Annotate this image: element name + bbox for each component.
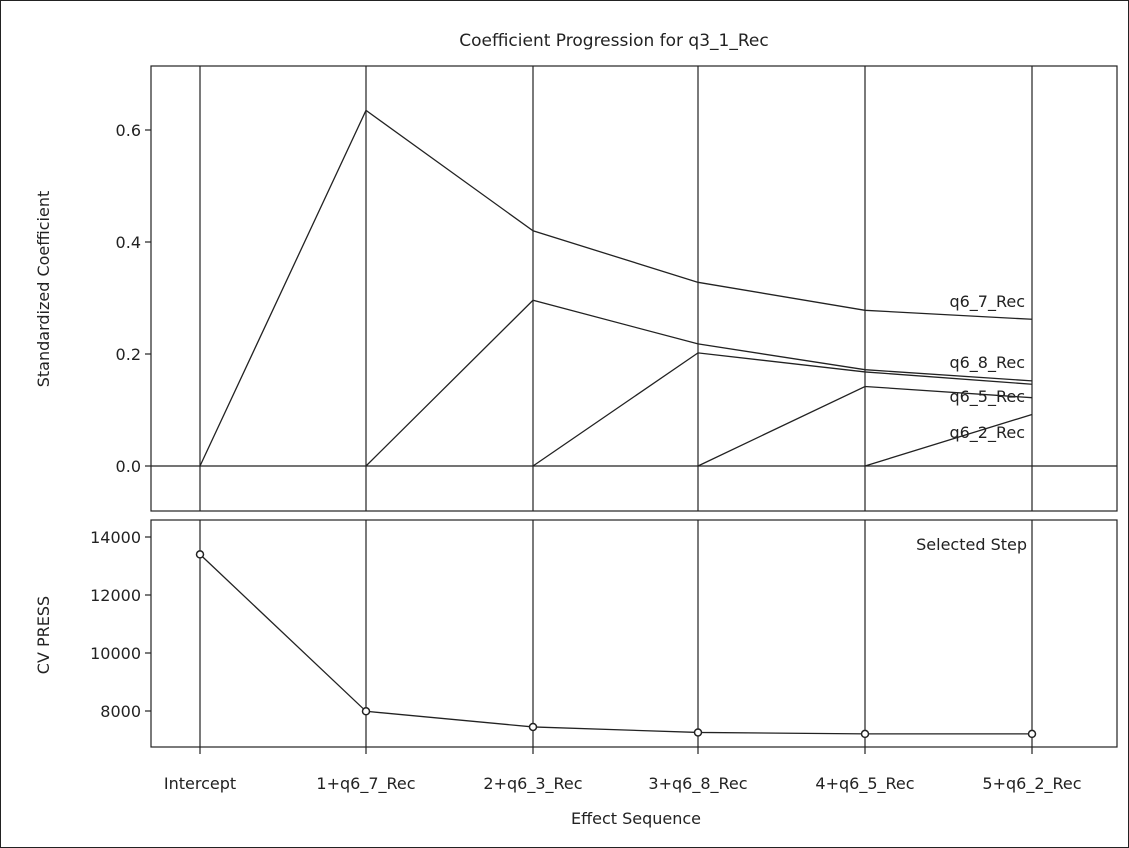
chart-title: Coefficient Progression for q3_1_Rec	[459, 31, 768, 51]
coefficient-series-line-q6-2-rec	[864, 413, 1033, 467]
coefficient-series-labels: q6_7_Rec q6_8_Rec q6_5_Rec q6_2_Rec	[949, 292, 1025, 443]
x-tick-label: 2+q6_3_Rec	[483, 774, 582, 794]
cv-press-point	[860, 729, 870, 739]
coefficient-y-axis-label: Standardized Coefficient	[34, 191, 53, 388]
coefficient-panel: 0.00.20.40.6 q6_7_Recq6_8_Recq6_5_Recq6_…	[34, 65, 1118, 512]
coefficient-y-tick-label: 0.6	[116, 121, 141, 140]
cv-press-point	[1027, 729, 1037, 739]
cv-press-panel: 8000 10000 12000 14000 Selected Step CV PRE…	[34, 519, 1118, 828]
cv-press-point	[361, 707, 371, 716]
cv-press-panel-frame	[150, 519, 1118, 748]
x-tick-label: Intercept	[164, 774, 236, 793]
cv-press-point	[195, 550, 205, 559]
coefficient-series-line-q6-8-rec	[532, 352, 1033, 467]
x-tick-label: 3+q6_8_Rec	[648, 774, 747, 794]
cv-press-y-tick-label: 10000	[90, 644, 141, 663]
cv-press-line	[199, 553, 1032, 735]
x-tick-label: 4+q6_5_Rec	[815, 774, 914, 794]
x-tick-label: 5+q6_2_Rec	[982, 774, 1081, 794]
series-label-q6-7-rec: q6_7_Rec	[949, 292, 1025, 312]
coefficient-y-tick-label: 0.0	[116, 457, 141, 476]
series-label-q6-5-rec: q6_5_Rec	[949, 387, 1025, 407]
series-label-q6-2-rec: q6_2_Rec	[949, 423, 1025, 443]
cv-press-point	[693, 728, 703, 737]
selected-step-annotation: Selected Step	[916, 535, 1027, 554]
coefficient-series	[199, 109, 1033, 467]
coefficient-series-line-q6-7-rec	[199, 109, 1033, 467]
coefficient-panel-step-lines	[199, 66, 1033, 511]
cv-press-y-axis-label: CV PRESS	[34, 596, 53, 674]
cv-press-series	[195, 550, 1037, 739]
series-label-q6-8-rec: q6_8_Rec	[949, 353, 1025, 373]
coefficient-series-line-q6-3-rec	[365, 299, 1033, 467]
cv-press-y-tick-label: 8000	[100, 702, 141, 721]
cv-press-point	[528, 722, 538, 732]
effect-sequence-x-axis-label: Effect Sequence	[571, 809, 701, 828]
coefficient-y-tick-label: 0.2	[116, 345, 141, 364]
effect-sequence-x-axis: Intercept 1+q6_7_Rec 2+q6_3_Rec 3+q6_8_Rec 4…	[164, 747, 1082, 794]
coefficient-y-tick-label: 0.4	[116, 233, 141, 252]
cv-press-y-tick-label: 14000	[90, 528, 141, 547]
cv-press-y-tick-label: 12000	[90, 586, 141, 605]
coefficient-series-line-q6-5-rec	[697, 385, 1033, 467]
x-tick-label: 1+q6_7_Rec	[316, 774, 415, 794]
cv-press-y-axis: 8000 10000 12000 14000	[90, 528, 151, 721]
coefficient-y-axis: 0.0 0.2 0.4 0.6	[116, 121, 151, 476]
coefficient-panel-frame	[150, 65, 1118, 512]
